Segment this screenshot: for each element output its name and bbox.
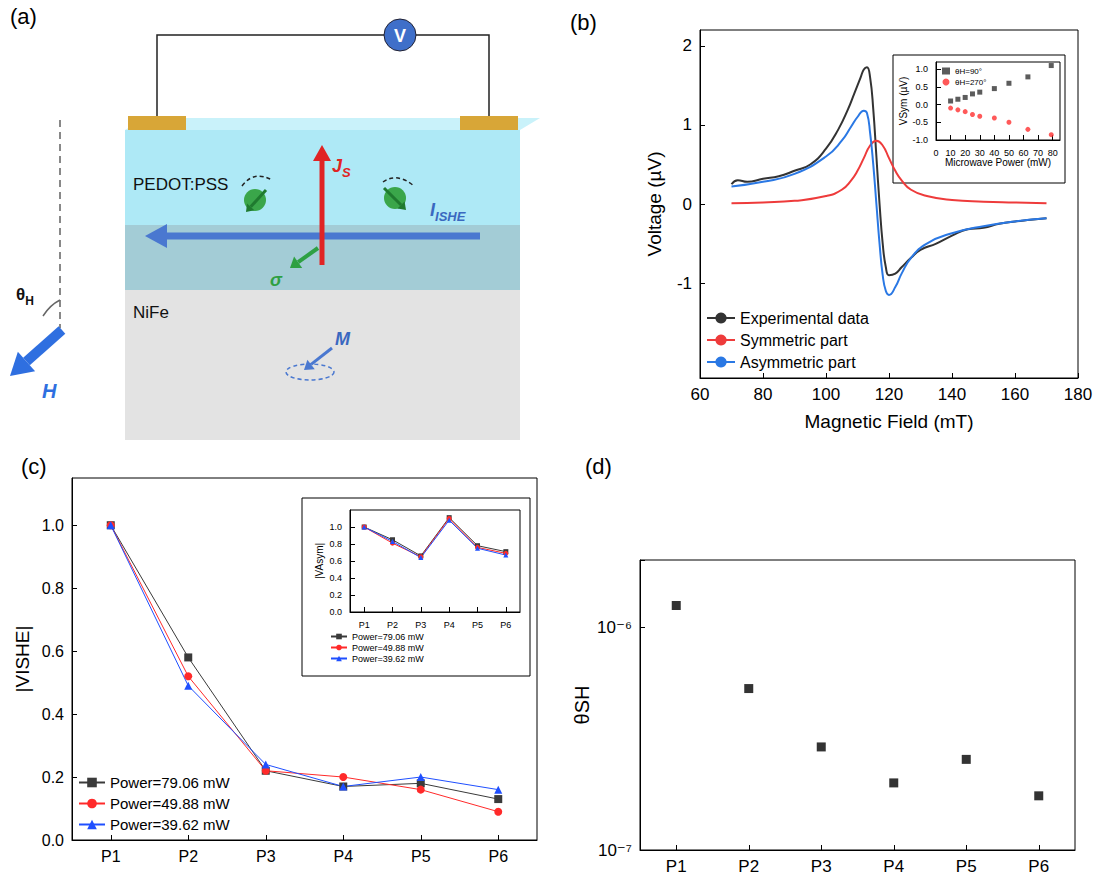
svg-text:P2: P2 <box>178 848 198 865</box>
svg-text:P1: P1 <box>101 848 121 865</box>
svg-text:2: 2 <box>683 36 692 55</box>
svg-text:P2: P2 <box>738 857 759 876</box>
svg-text:P5: P5 <box>472 620 483 630</box>
svg-text:0.0: 0.0 <box>329 607 342 617</box>
svg-text:30: 30 <box>975 148 985 158</box>
svg-text:(d): (d) <box>585 454 612 479</box>
svg-text:180: 180 <box>1064 385 1092 404</box>
svg-text:θSH: θSH <box>571 686 593 725</box>
svg-text:Power=49.88 mW: Power=49.88 mW <box>352 643 424 653</box>
svg-text:P4: P4 <box>444 620 455 630</box>
svg-text:60: 60 <box>691 385 710 404</box>
svg-text:0.2: 0.2 <box>329 590 342 600</box>
svg-text:1.0: 1.0 <box>42 517 64 534</box>
svg-text:σ: σ <box>270 270 283 290</box>
svg-text:-1: -1 <box>677 274 692 293</box>
svg-text:1.0: 1.0 <box>915 64 928 74</box>
svg-text:80: 80 <box>754 385 773 404</box>
svg-text:Experimental data: Experimental data <box>740 310 869 327</box>
svg-text:Asymmetric part: Asymmetric part <box>740 354 856 371</box>
svg-text:10⁻⁷: 10⁻⁷ <box>598 841 632 860</box>
svg-text:P6: P6 <box>488 848 508 865</box>
svg-text:Power=79.06 mW: Power=79.06 mW <box>110 774 230 791</box>
svg-text:160: 160 <box>1001 385 1029 404</box>
svg-text:Power=49.88 mW: Power=49.88 mW <box>110 795 230 812</box>
svg-text:P3: P3 <box>415 620 426 630</box>
svg-text:70: 70 <box>1033 148 1043 158</box>
svg-text:Voltage (µV): Voltage (µV) <box>644 152 665 257</box>
svg-text:P6: P6 <box>500 620 511 630</box>
svg-text:P4: P4 <box>333 848 353 865</box>
svg-text:M: M <box>335 329 351 349</box>
svg-text:-1.0: -1.0 <box>912 135 928 145</box>
svg-text:1: 1 <box>683 115 692 134</box>
svg-text:0.8: 0.8 <box>42 580 64 597</box>
svg-text:|VISHE|: |VISHE| <box>12 626 33 693</box>
svg-text:P4: P4 <box>883 857 904 876</box>
svg-text:IISHE: IISHE <box>430 200 466 224</box>
svg-text:Power=39.62 mW: Power=39.62 mW <box>352 654 424 664</box>
svg-text:120: 120 <box>875 385 903 404</box>
svg-text:Magnetic Field (mT): Magnetic Field (mT) <box>805 411 974 432</box>
svg-text:140: 140 <box>938 385 966 404</box>
svg-text:|VAsym|: |VAsym| <box>314 543 325 579</box>
svg-text:20: 20 <box>960 148 970 158</box>
svg-text:0.2: 0.2 <box>42 769 64 786</box>
svg-text:VSym (µV): VSym (µV) <box>898 77 909 126</box>
svg-text:θH=90°: θH=90° <box>955 67 982 76</box>
svg-text:H: H <box>42 380 57 402</box>
svg-text:P6: P6 <box>1028 857 1049 876</box>
svg-text:10⁻⁶: 10⁻⁶ <box>597 618 632 637</box>
svg-text:0.0: 0.0 <box>915 100 928 110</box>
svg-text:0.8: 0.8 <box>329 539 342 549</box>
svg-text:θH=270°: θH=270° <box>955 78 986 87</box>
svg-text:0: 0 <box>683 195 692 214</box>
svg-text:0.6: 0.6 <box>42 643 64 660</box>
svg-text:P1: P1 <box>666 857 687 876</box>
svg-text:10: 10 <box>946 148 956 158</box>
svg-text:(b): (b) <box>570 10 597 35</box>
svg-text:0.0: 0.0 <box>42 832 64 849</box>
svg-text:50: 50 <box>1004 148 1014 158</box>
svg-text:Power=39.62 mW: Power=39.62 mW <box>110 816 230 833</box>
svg-text:60: 60 <box>1019 148 1029 158</box>
svg-text:P3: P3 <box>256 848 276 865</box>
svg-text:P2: P2 <box>387 620 398 630</box>
svg-text:(a): (a) <box>10 4 37 29</box>
svg-text:Symmetric part: Symmetric part <box>740 332 848 349</box>
svg-text:0: 0 <box>933 148 938 158</box>
svg-text:1.0: 1.0 <box>329 522 342 532</box>
svg-text:NiFe: NiFe <box>133 303 169 322</box>
svg-text:80: 80 <box>1048 148 1058 158</box>
svg-text:Microwave Power (mW): Microwave Power (mW) <box>945 157 1051 168</box>
svg-text:0.6: 0.6 <box>329 556 342 566</box>
svg-text:Power=79.06 mW: Power=79.06 mW <box>352 632 424 642</box>
svg-text:V: V <box>394 26 406 46</box>
svg-text:-0.5: -0.5 <box>912 117 928 127</box>
svg-text:0.4: 0.4 <box>42 706 64 723</box>
svg-text:PEDOT:PSS: PEDOT:PSS <box>133 175 228 194</box>
svg-text:0.4: 0.4 <box>329 573 342 583</box>
svg-text:JS: JS <box>332 156 351 180</box>
svg-text:P5: P5 <box>411 848 431 865</box>
svg-text:P5: P5 <box>956 857 977 876</box>
svg-text:θH: θH <box>16 285 34 308</box>
svg-text:P3: P3 <box>811 857 832 876</box>
svg-text:40: 40 <box>989 148 999 158</box>
svg-text:P1: P1 <box>359 620 370 630</box>
svg-text:(c): (c) <box>21 454 47 479</box>
svg-text:100: 100 <box>812 385 840 404</box>
svg-text:0.5: 0.5 <box>915 82 928 92</box>
